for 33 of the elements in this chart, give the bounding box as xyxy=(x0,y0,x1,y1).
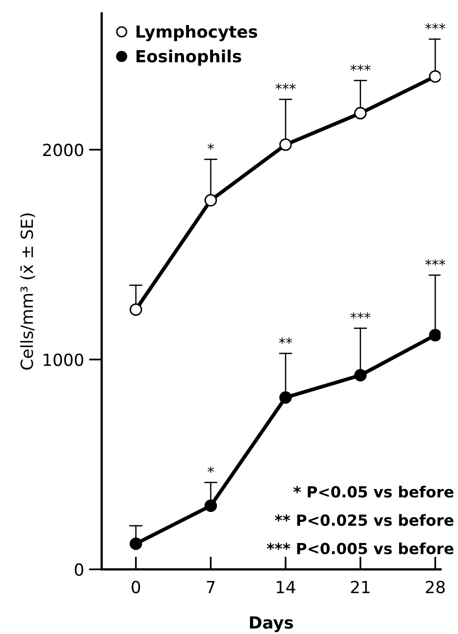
annotation: ** P<0.025 vs before xyxy=(274,514,454,526)
point xyxy=(130,303,142,316)
annotation: ** xyxy=(279,337,292,344)
annotation: *** xyxy=(276,83,296,90)
y-axis-title: Cells/mm³ (x̄ ± SE) xyxy=(20,214,36,370)
x-axis-title: Days xyxy=(250,616,294,632)
annotation: * xyxy=(208,143,214,150)
annotation: *** xyxy=(350,312,370,319)
annotation: *** xyxy=(425,259,446,266)
legend-label: Lymphocytes xyxy=(136,24,258,42)
point xyxy=(354,369,367,382)
annotation: *** xyxy=(425,23,446,30)
point xyxy=(204,194,217,207)
point xyxy=(354,106,367,120)
point xyxy=(204,500,217,512)
x-tick-label: 28 xyxy=(426,580,445,594)
point xyxy=(429,328,441,342)
y-tick-label: 2000 xyxy=(43,144,84,156)
annotation: *** xyxy=(350,64,370,71)
legend-label: Eosinophils xyxy=(136,50,242,66)
x-tick-label: 0 xyxy=(132,580,140,594)
y-tick-label: 1000 xyxy=(44,353,84,366)
x-tick-label: 7 xyxy=(206,580,215,594)
point xyxy=(429,70,441,83)
annotation: *** P<0.005 vs before xyxy=(266,542,454,554)
annotation: * P<0.05 vs before xyxy=(293,486,454,498)
point xyxy=(279,391,292,404)
point xyxy=(130,537,142,550)
annotation: * xyxy=(208,466,214,473)
point xyxy=(279,138,292,151)
y-tick-label: 0 xyxy=(74,563,84,576)
x-tick-label: 21 xyxy=(351,580,370,594)
x-tick-label: 14 xyxy=(276,580,296,594)
